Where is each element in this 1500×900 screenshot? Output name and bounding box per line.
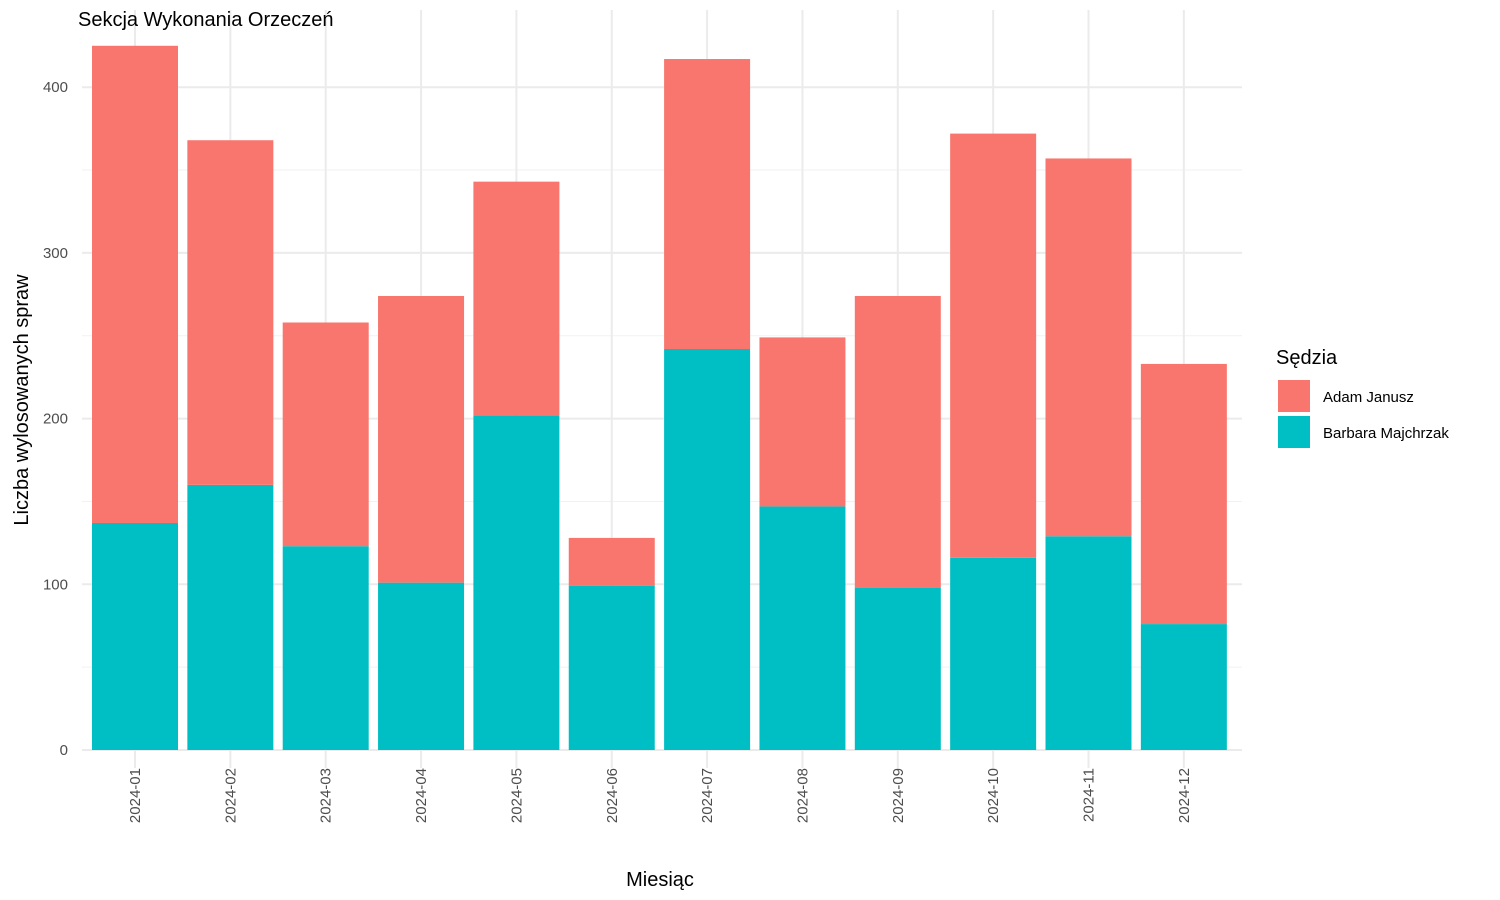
bar-barbara-majchrzak-2024-01 — [92, 522, 178, 750]
bar-adam-janusz-2024-04 — [378, 295, 465, 583]
x-tick-label: 2024-04 — [413, 768, 430, 823]
y-tick-label: 300 — [43, 245, 68, 262]
legend-label: Barbara Majchrzak — [1323, 425, 1449, 442]
x-tick-label: 2024-10 — [985, 768, 1002, 823]
x-tick-label: 2024-03 — [318, 768, 335, 823]
y-tick-label: 0 — [60, 742, 68, 759]
bar-barbara-majchrzak-2024-03 — [282, 546, 369, 750]
x-tick-label: 2024-08 — [794, 768, 811, 823]
bar-adam-janusz-2024-07 — [664, 59, 751, 350]
y-axis-title: Liczba wylosowanych spraw — [11, 274, 33, 526]
bar-adam-janusz-2024-03 — [282, 322, 369, 547]
chart-title: Sekcja Wykonania Orzeczeń — [78, 9, 334, 31]
legend-label: Adam Janusz — [1323, 389, 1414, 406]
bar-adam-janusz-2024-10 — [950, 133, 1037, 558]
x-tick-label: 2024-06 — [604, 768, 621, 823]
bar-adam-janusz-2024-08 — [759, 337, 846, 507]
bar-barbara-majchrzak-2024-12 — [1140, 624, 1227, 750]
bar-adam-janusz-2024-09 — [854, 295, 941, 588]
bar-barbara-majchrzak-2024-10 — [950, 557, 1037, 750]
bar-adam-janusz-2024-02 — [187, 140, 274, 485]
x-tick-label: 2024-01 — [127, 768, 144, 823]
x-tick-label: 2024-12 — [1176, 768, 1193, 823]
bar-adam-janusz-2024-01 — [92, 45, 178, 523]
bar-barbara-majchrzak-2024-04 — [378, 582, 465, 750]
x-axis-ticks: 2024-01 2024-02 2024-03 2024-04 2024-05 2024-… — [127, 768, 1193, 823]
x-tick-label: 2024-02 — [222, 768, 239, 823]
legend-key-barbara-majchrzak — [1278, 416, 1310, 448]
bar-adam-janusz-2024-06 — [568, 537, 655, 586]
bar-barbara-majchrzak-2024-08 — [759, 506, 846, 750]
bar-adam-janusz-2024-11 — [1045, 158, 1132, 537]
x-tick-label: 2024-11 — [1081, 768, 1098, 822]
x-tick-label: 2024-05 — [508, 768, 525, 823]
x-axis-title: Miesiąc — [626, 869, 694, 891]
bar-adam-janusz-2024-05 — [473, 181, 560, 416]
bar-barbara-majchrzak-2024-02 — [187, 484, 274, 750]
x-tick-label: 2024-07 — [699, 768, 716, 823]
bar-barbara-majchrzak-2024-07 — [664, 349, 751, 750]
bars — [92, 45, 1227, 750]
x-tick-label: 2024-09 — [890, 768, 907, 823]
y-axis-ticks: 0 100 200 300 400 — [43, 79, 68, 759]
bar-barbara-majchrzak-2024-09 — [854, 587, 941, 750]
y-tick-label: 200 — [43, 411, 68, 428]
bar-barbara-majchrzak-2024-05 — [473, 415, 560, 750]
y-tick-label: 400 — [43, 79, 68, 96]
legend: Sędzia Adam Janusz Barbara Majchrzak — [1276, 347, 1449, 448]
bar-barbara-majchrzak-2024-06 — [568, 585, 655, 750]
y-tick-label: 100 — [43, 576, 68, 593]
legend-key-adam-janusz — [1278, 380, 1310, 412]
bar-adam-janusz-2024-12 — [1140, 363, 1227, 625]
legend-title: Sędzia — [1276, 347, 1338, 369]
bar-barbara-majchrzak-2024-11 — [1045, 536, 1132, 750]
